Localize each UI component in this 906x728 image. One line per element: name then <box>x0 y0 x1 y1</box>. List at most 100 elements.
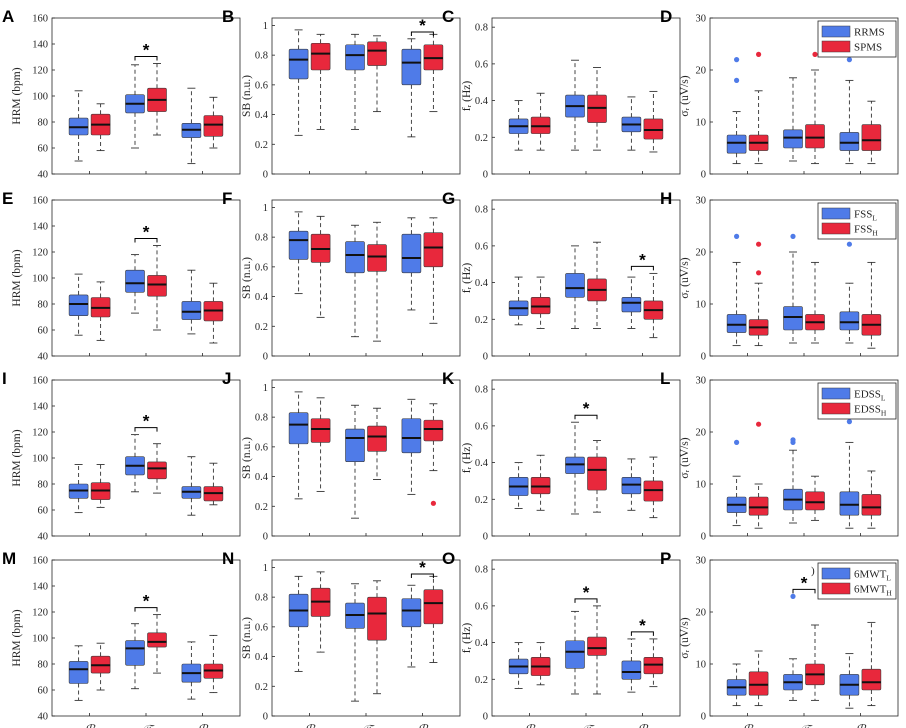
iqr-box <box>310 418 331 443</box>
iqr-box <box>288 412 309 445</box>
outlier-point <box>846 57 853 63</box>
x-tick-label: ℬ <box>304 722 315 728</box>
panel-label: L <box>660 369 670 388</box>
iqr-box <box>861 494 882 516</box>
y-tick-label: 0.4 <box>475 458 489 469</box>
box-group2 <box>90 281 111 341</box>
box-group1 <box>345 583 365 702</box>
significance-bracket <box>134 56 158 61</box>
y-tick-label: 10 <box>696 118 707 129</box>
box-group1 <box>621 458 642 511</box>
y-tick-label: 30 <box>696 556 707 567</box>
box-group2 <box>587 605 607 695</box>
panel-C: C 0 0.2 0.4 0.6 0.8 fᵣ (Hz) <box>442 7 681 181</box>
iqr-box <box>181 301 202 320</box>
panel-label: J <box>222 369 231 388</box>
y-tick-label: 0.6 <box>475 59 488 70</box>
box-group2 <box>748 650 769 707</box>
box-group2 <box>748 421 769 529</box>
box-group2 <box>748 51 769 165</box>
y-tick-label: 0.6 <box>255 80 268 91</box>
y-tick-label: 40 <box>38 170 49 181</box>
legend: RRMS SPMS <box>817 20 897 58</box>
box-group1 <box>726 57 747 165</box>
iqr-box <box>288 230 309 260</box>
y-axis-label: σᵣ (uV/s) <box>679 617 691 658</box>
y-tick-label: 0.8 <box>475 205 488 216</box>
y-tick-label: 0 <box>263 352 268 363</box>
y-tick-label: 0.4 <box>475 278 489 289</box>
significance-bracket <box>574 598 598 603</box>
panel-label: M <box>2 549 16 568</box>
y-axis-label: fᵣ (Hz) <box>461 263 473 294</box>
y-tick-label: 20 <box>696 248 707 259</box>
significance-star: * <box>143 223 150 242</box>
iqr-box <box>147 275 167 297</box>
y-tick-label: 0.4 <box>475 96 489 107</box>
box-group1 <box>508 276 529 326</box>
y-tick-label: 0.2 <box>255 322 268 333</box>
y-tick-label: 30 <box>696 14 707 25</box>
box-group1 <box>783 437 803 524</box>
panel-label: O <box>442 549 455 568</box>
significance-bracket <box>574 414 598 420</box>
iqr-box <box>423 589 444 625</box>
legend-swatch-group1 <box>821 387 851 400</box>
legend-label-group1: EDSSL <box>854 389 886 403</box>
y-tick-label: 120 <box>32 608 48 619</box>
box-group2 <box>805 51 825 165</box>
box-group2 <box>147 245 167 331</box>
box-group1 <box>125 434 145 493</box>
y-axis-label: HRM (bpm) <box>11 429 23 486</box>
box-group1 <box>125 64 145 149</box>
iqr-box <box>839 491 860 516</box>
legend-swatch-group2 <box>821 402 851 415</box>
box-group2 <box>203 462 224 506</box>
iqr-box <box>861 668 882 691</box>
box-group1 <box>508 642 529 689</box>
legend-label-group2: EDSSH <box>854 404 887 418</box>
box-group2 <box>310 215 331 318</box>
box-group1 <box>621 638 642 693</box>
axes-frame <box>491 199 681 357</box>
x-tick-label: ℬ <box>524 722 535 728</box>
legend-swatch-group1 <box>821 567 851 580</box>
box-group2 <box>530 276 551 329</box>
y-tick-label: 0.8 <box>255 233 268 244</box>
box-group2 <box>90 464 111 508</box>
box-group1 <box>401 584 422 668</box>
legend-label-group2: FSSH <box>854 224 878 238</box>
box-group1 <box>125 254 145 314</box>
significance-bracket <box>410 31 434 36</box>
box-group2 <box>748 241 769 347</box>
box-group1 <box>68 464 89 514</box>
box-group2 <box>147 614 167 674</box>
y-tick-label: 100 <box>32 454 48 465</box>
iqr-box <box>748 671 769 696</box>
y-tick-label: 140 <box>32 582 48 593</box>
outlier-point <box>812 51 818 58</box>
iqr-box <box>861 124 882 151</box>
outlier-point <box>756 241 762 247</box>
box-group2 <box>90 103 111 152</box>
box-group2 <box>587 241 607 329</box>
box-group1 <box>345 224 365 338</box>
y-tick-label: 60 <box>38 326 49 337</box>
box-group1 <box>839 241 860 344</box>
iqr-box <box>367 596 387 641</box>
iqr-box <box>565 640 585 669</box>
legend-swatch-group2 <box>821 222 851 235</box>
box-group1 <box>783 77 803 162</box>
box-group1 <box>181 456 202 516</box>
box-group2 <box>423 575 444 663</box>
iqr-box <box>726 314 747 333</box>
y-tick-label: 0 <box>263 712 268 723</box>
y-tick-label: 80 <box>38 480 49 491</box>
legend-label-group2: SPMS <box>854 42 882 54</box>
y-tick-label: 0.6 <box>255 262 268 273</box>
box-group2 <box>643 638 664 688</box>
panel-E: E 40 60 80 100 120 140 160 HRM (bpm) * <box>2 189 241 363</box>
iqr-box <box>587 456 607 491</box>
